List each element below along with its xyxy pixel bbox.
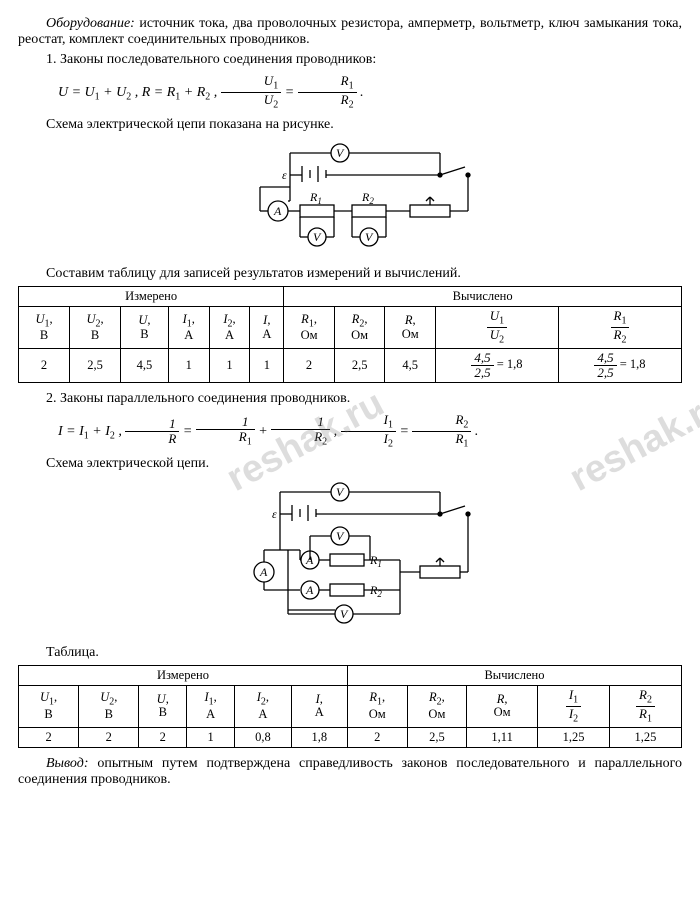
cell: 4,5	[121, 349, 169, 382]
col-header: U,В	[139, 685, 187, 727]
col-header: R1,Ом	[284, 307, 335, 349]
cell: 1,8	[291, 728, 347, 748]
group-measured: Измерено	[19, 287, 284, 307]
circuit-diagram-series: V ε A R1 R2 V V	[18, 141, 682, 256]
col-header: I,А	[291, 685, 347, 727]
svg-text:A: A	[259, 565, 268, 579]
cell: 2	[19, 349, 70, 382]
cell: 1	[168, 349, 209, 382]
cell: 2,5	[70, 349, 121, 382]
svg-text:R1: R1	[309, 190, 322, 206]
circuit-diagram-parallel: V ε A V A R1 A R2 V	[18, 480, 682, 635]
cell: 2	[79, 728, 139, 748]
cell: 1	[209, 349, 250, 382]
col-header: I2,А	[235, 685, 291, 727]
cell: 1	[250, 349, 284, 382]
col-header: U1,В	[19, 685, 79, 727]
equipment-label: Оборудование:	[46, 16, 135, 31]
cell: 2	[347, 728, 407, 748]
col-header: U2,В	[70, 307, 121, 349]
conclusion-label: Вывод:	[46, 756, 89, 771]
svg-text:A: A	[273, 204, 282, 218]
sec1-caption: Схема электрической цепи показана на рис…	[18, 117, 682, 133]
table2-caption: Таблица.	[18, 645, 682, 661]
group-computed: Вычислено	[347, 665, 681, 685]
col-header: I1,А	[187, 685, 235, 727]
col-header-frac: R1R2	[558, 307, 681, 349]
cell: 2	[139, 728, 187, 748]
cell: 1,11	[467, 728, 538, 748]
cell: 0,8	[235, 728, 291, 748]
col-header: I2,А	[209, 307, 250, 349]
cell: 2,5	[407, 728, 467, 748]
conclusion-text: опытным путем подтверждена справедливост…	[18, 756, 682, 787]
cell: 1,25	[609, 728, 681, 748]
svg-text:ε: ε	[272, 507, 277, 521]
svg-text:V: V	[336, 485, 345, 499]
col-header-frac: I1I2	[538, 685, 610, 727]
sec2-title: 2. Законы параллельного соединения прово…	[18, 391, 682, 407]
group-measured: Измерено	[19, 665, 348, 685]
svg-text:V: V	[313, 230, 322, 244]
svg-text:R2: R2	[369, 583, 382, 599]
cell: 4,5	[385, 349, 436, 382]
group-computed: Вычислено	[284, 287, 682, 307]
cell-comp: 4,52,5 = 1,8	[558, 349, 681, 382]
cell: 1,25	[538, 728, 610, 748]
sec2-formula: I = I1 + I2 , 1R = 1R1 + 1R2 , I1I2 = R2…	[18, 413, 682, 450]
col-header: U2,В	[79, 685, 139, 727]
svg-text:ε: ε	[282, 168, 287, 182]
svg-text:V: V	[336, 146, 345, 160]
svg-text:A: A	[305, 583, 314, 597]
cell: 2	[284, 349, 335, 382]
col-header: R,Ом	[467, 685, 538, 727]
svg-text:V: V	[365, 230, 374, 244]
equipment-line: Оборудование: источник тока, два проволо…	[18, 16, 682, 48]
cell: 2,5	[334, 349, 385, 382]
col-header: R1,Ом	[347, 685, 407, 727]
col-header: I,А	[250, 307, 284, 349]
svg-text:A: A	[305, 553, 314, 567]
sec1-formula: U = U1 + U2 , R = R1 + R2 , U1U2 = R1R2 …	[18, 74, 682, 111]
col-header: U1,В	[19, 307, 70, 349]
cell-comp: 4,52,5 = 1,8	[436, 349, 559, 382]
svg-text:V: V	[340, 607, 349, 621]
svg-text:R2: R2	[361, 190, 374, 206]
sec2-caption: Схема электрической цепи.	[18, 456, 682, 472]
conclusion: Вывод: опытным путем подтверждена справе…	[18, 756, 682, 788]
cell: 1	[187, 728, 235, 748]
svg-text:R1: R1	[369, 553, 382, 569]
col-header: I1,А	[168, 307, 209, 349]
col-header: U,В	[121, 307, 169, 349]
col-header: R,Ом	[385, 307, 436, 349]
results-table-2: Измерено Вычислено U1,ВU2,ВU,ВI1,АI2,АI,…	[18, 665, 682, 748]
cell: 2	[19, 728, 79, 748]
sec1-title: 1. Законы последовательного соединения п…	[18, 52, 682, 68]
col-header-frac: R2R1	[609, 685, 681, 727]
svg-text:V: V	[336, 529, 345, 543]
table-intro: Составим таблицу для записей результатов…	[18, 266, 682, 282]
col-header: R2,Ом	[334, 307, 385, 349]
col-header-frac: U1U2	[436, 307, 559, 349]
results-table-1: Измерено Вычислено U1,ВU2,ВU,ВI1,АI2,АI,…	[18, 286, 682, 382]
col-header: R2,Ом	[407, 685, 467, 727]
